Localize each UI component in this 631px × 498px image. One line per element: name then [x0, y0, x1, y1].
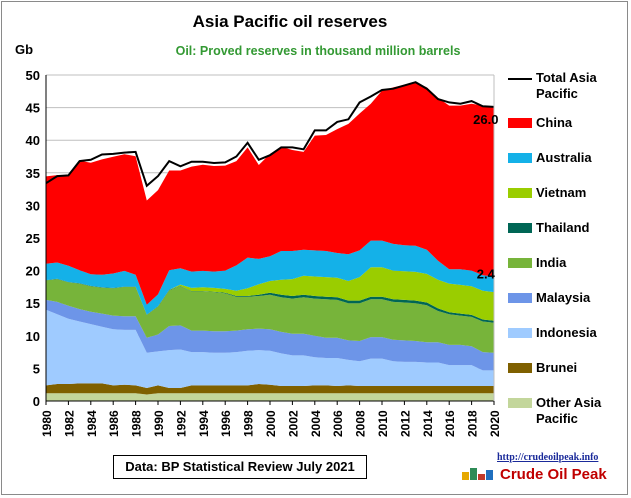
- x-tick-label: 2004: [309, 410, 323, 437]
- annotations: 26.0 2.4: [473, 112, 498, 282]
- chart-title: Asia Pacific oil reserves: [193, 12, 388, 31]
- y-tick-label: 10: [26, 329, 40, 344]
- y-tick-label: 50: [26, 68, 40, 83]
- x-tick-label: 2010: [376, 410, 390, 437]
- logo-name: Crude Oil Peak: [500, 466, 607, 483]
- y-tick-label: 45: [26, 101, 40, 116]
- legend-label: Total Asia Pacific: [536, 70, 597, 101]
- value-annotation: 2.4: [477, 266, 496, 281]
- series-area-australia: [46, 240, 494, 315]
- series-area-thailand: [46, 278, 494, 323]
- series-area-china: [46, 82, 494, 305]
- series-area-malaysia: [46, 299, 494, 371]
- y-tick-label: 30: [26, 198, 40, 213]
- x-tick-label: 1990: [152, 410, 166, 437]
- legend-color-swatch: [508, 293, 532, 303]
- legend-label: Other Asia Pacific: [536, 395, 602, 426]
- x-tick-label: 1984: [85, 410, 99, 437]
- y-tick-label: 25: [26, 231, 40, 246]
- legend-color-swatch: [508, 223, 532, 233]
- x-tick-label: 1996: [219, 410, 233, 437]
- legend-color-swatch: [508, 153, 532, 163]
- x-tick-label: 2018: [466, 410, 480, 437]
- logo-bar: [462, 472, 469, 480]
- x-tick-label: 1992: [174, 410, 188, 437]
- x-tick-label: 1980: [40, 410, 54, 437]
- x-tick-label: 1994: [197, 410, 211, 437]
- x-tick-label: 2020: [488, 410, 502, 437]
- x-tick-label: 2008: [354, 410, 368, 437]
- x-tick-label: 1998: [242, 410, 256, 437]
- y-tick-labels: 0 5 10 15 20 25 30 35 40 45 50: [26, 68, 40, 409]
- y-tick-label: 5: [33, 361, 40, 376]
- series-area-vietnam: [46, 267, 494, 321]
- logo-icon: [462, 468, 493, 480]
- y-tick-label: 0: [33, 394, 40, 409]
- total-line: [45, 81, 495, 188]
- y-tick-label: 35: [26, 166, 40, 181]
- series-area-indonesia: [46, 309, 494, 388]
- x-tick-label: 2002: [286, 410, 300, 437]
- series-area-brunei: [46, 383, 494, 395]
- legend-color-swatch: [508, 118, 532, 128]
- legend-label: Brunei: [536, 360, 578, 375]
- y-axis-label: Gb: [15, 42, 33, 57]
- legend-line-swatch: [508, 78, 532, 80]
- x-tick-labels: 1980 1982 1984 1986 1988 1990 1992 1994 1996 1998…: [40, 401, 502, 437]
- chart-subtitle: Oil: Proved reserves in thousand million…: [176, 44, 461, 58]
- legend-color-swatch: [508, 363, 532, 373]
- x-tick-label: 2000: [264, 410, 278, 437]
- x-tick-label: 1986: [107, 410, 121, 437]
- x-tick-label: 1988: [130, 410, 144, 437]
- legend-label: Indonesia: [536, 325, 597, 340]
- y-tick-label: 20: [26, 264, 40, 279]
- total-line-group: [45, 81, 495, 188]
- x-tick-label: 1982: [62, 410, 76, 437]
- series-area-other-asia-pacific: [46, 393, 494, 401]
- y-tick-label: 40: [26, 133, 40, 148]
- series-area-india: [46, 279, 494, 353]
- source-note: Data: BP Statistical Review July 2021: [113, 455, 367, 479]
- legend-color-swatch: [508, 398, 532, 408]
- x-tick-label: 2016: [443, 410, 457, 437]
- legend-label: Thailand: [536, 220, 590, 235]
- logo-url-link[interactable]: http://crudeoilpeak.info: [497, 452, 599, 463]
- logo-bar: [486, 470, 493, 480]
- logo-bar: [470, 468, 477, 480]
- x-tick-label: 2014: [421, 410, 435, 437]
- legend-label: Malaysia: [536, 290, 591, 305]
- legend-label: Australia: [536, 150, 592, 165]
- y-tick-label: 15: [26, 296, 40, 311]
- stacked-areas: [46, 82, 494, 401]
- logo-bar: [478, 474, 485, 480]
- x-tick-label: 2006: [331, 410, 345, 437]
- legend-label: India: [536, 255, 567, 270]
- legend-color-swatch: [508, 258, 532, 268]
- x-tick-label: 2012: [398, 410, 412, 437]
- legend-color-swatch: [508, 188, 532, 198]
- value-annotation: 26.0: [473, 112, 498, 127]
- legend-label: China: [536, 115, 573, 130]
- legend-color-swatch: [508, 328, 532, 338]
- legend-label: Vietnam: [536, 185, 587, 200]
